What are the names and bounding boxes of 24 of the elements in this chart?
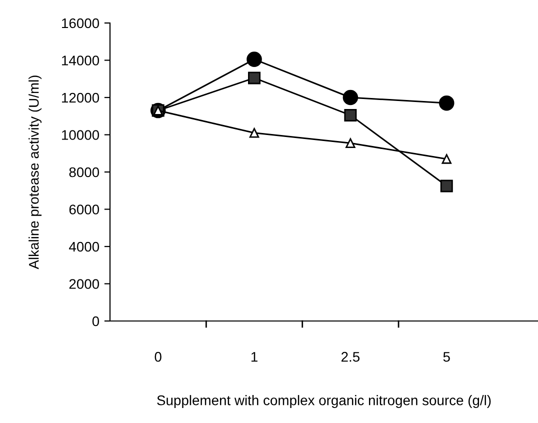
- y-axis-title: Alkaline protease activity (U/ml): [28, 76, 42, 270]
- y-tick-label: 14000: [62, 56, 100, 66]
- y-tick-label: 12000: [62, 92, 100, 103]
- point: [246, 52, 262, 67]
- point: [440, 180, 453, 192]
- point: [346, 138, 356, 148]
- point: [442, 154, 452, 164]
- y-tick-label: 16000: [62, 18, 100, 28]
- x-tick-label: 1: [251, 352, 258, 362]
- point: [249, 128, 260, 138]
- y-tick-label: 0: [92, 316, 100, 326]
- x-tick-label: 2.5: [341, 352, 360, 362]
- point: [344, 108, 357, 122]
- x-axis-title: Supplement with complex organic nitrogen source (g/l): [157, 395, 491, 408]
- y-tick-label: 8000: [69, 167, 100, 178]
- point: [248, 72, 261, 84]
- point: [438, 95, 454, 111]
- point: [342, 90, 358, 106]
- y-tick-label: 10000: [62, 130, 100, 140]
- x-tick-label: 0: [154, 352, 162, 362]
- y-tick-label: 4000: [69, 242, 100, 252]
- y-tick-label: 2000: [69, 279, 100, 289]
- y-tick-label: 6000: [69, 204, 100, 214]
- x-tick-label: 5: [443, 352, 450, 362]
